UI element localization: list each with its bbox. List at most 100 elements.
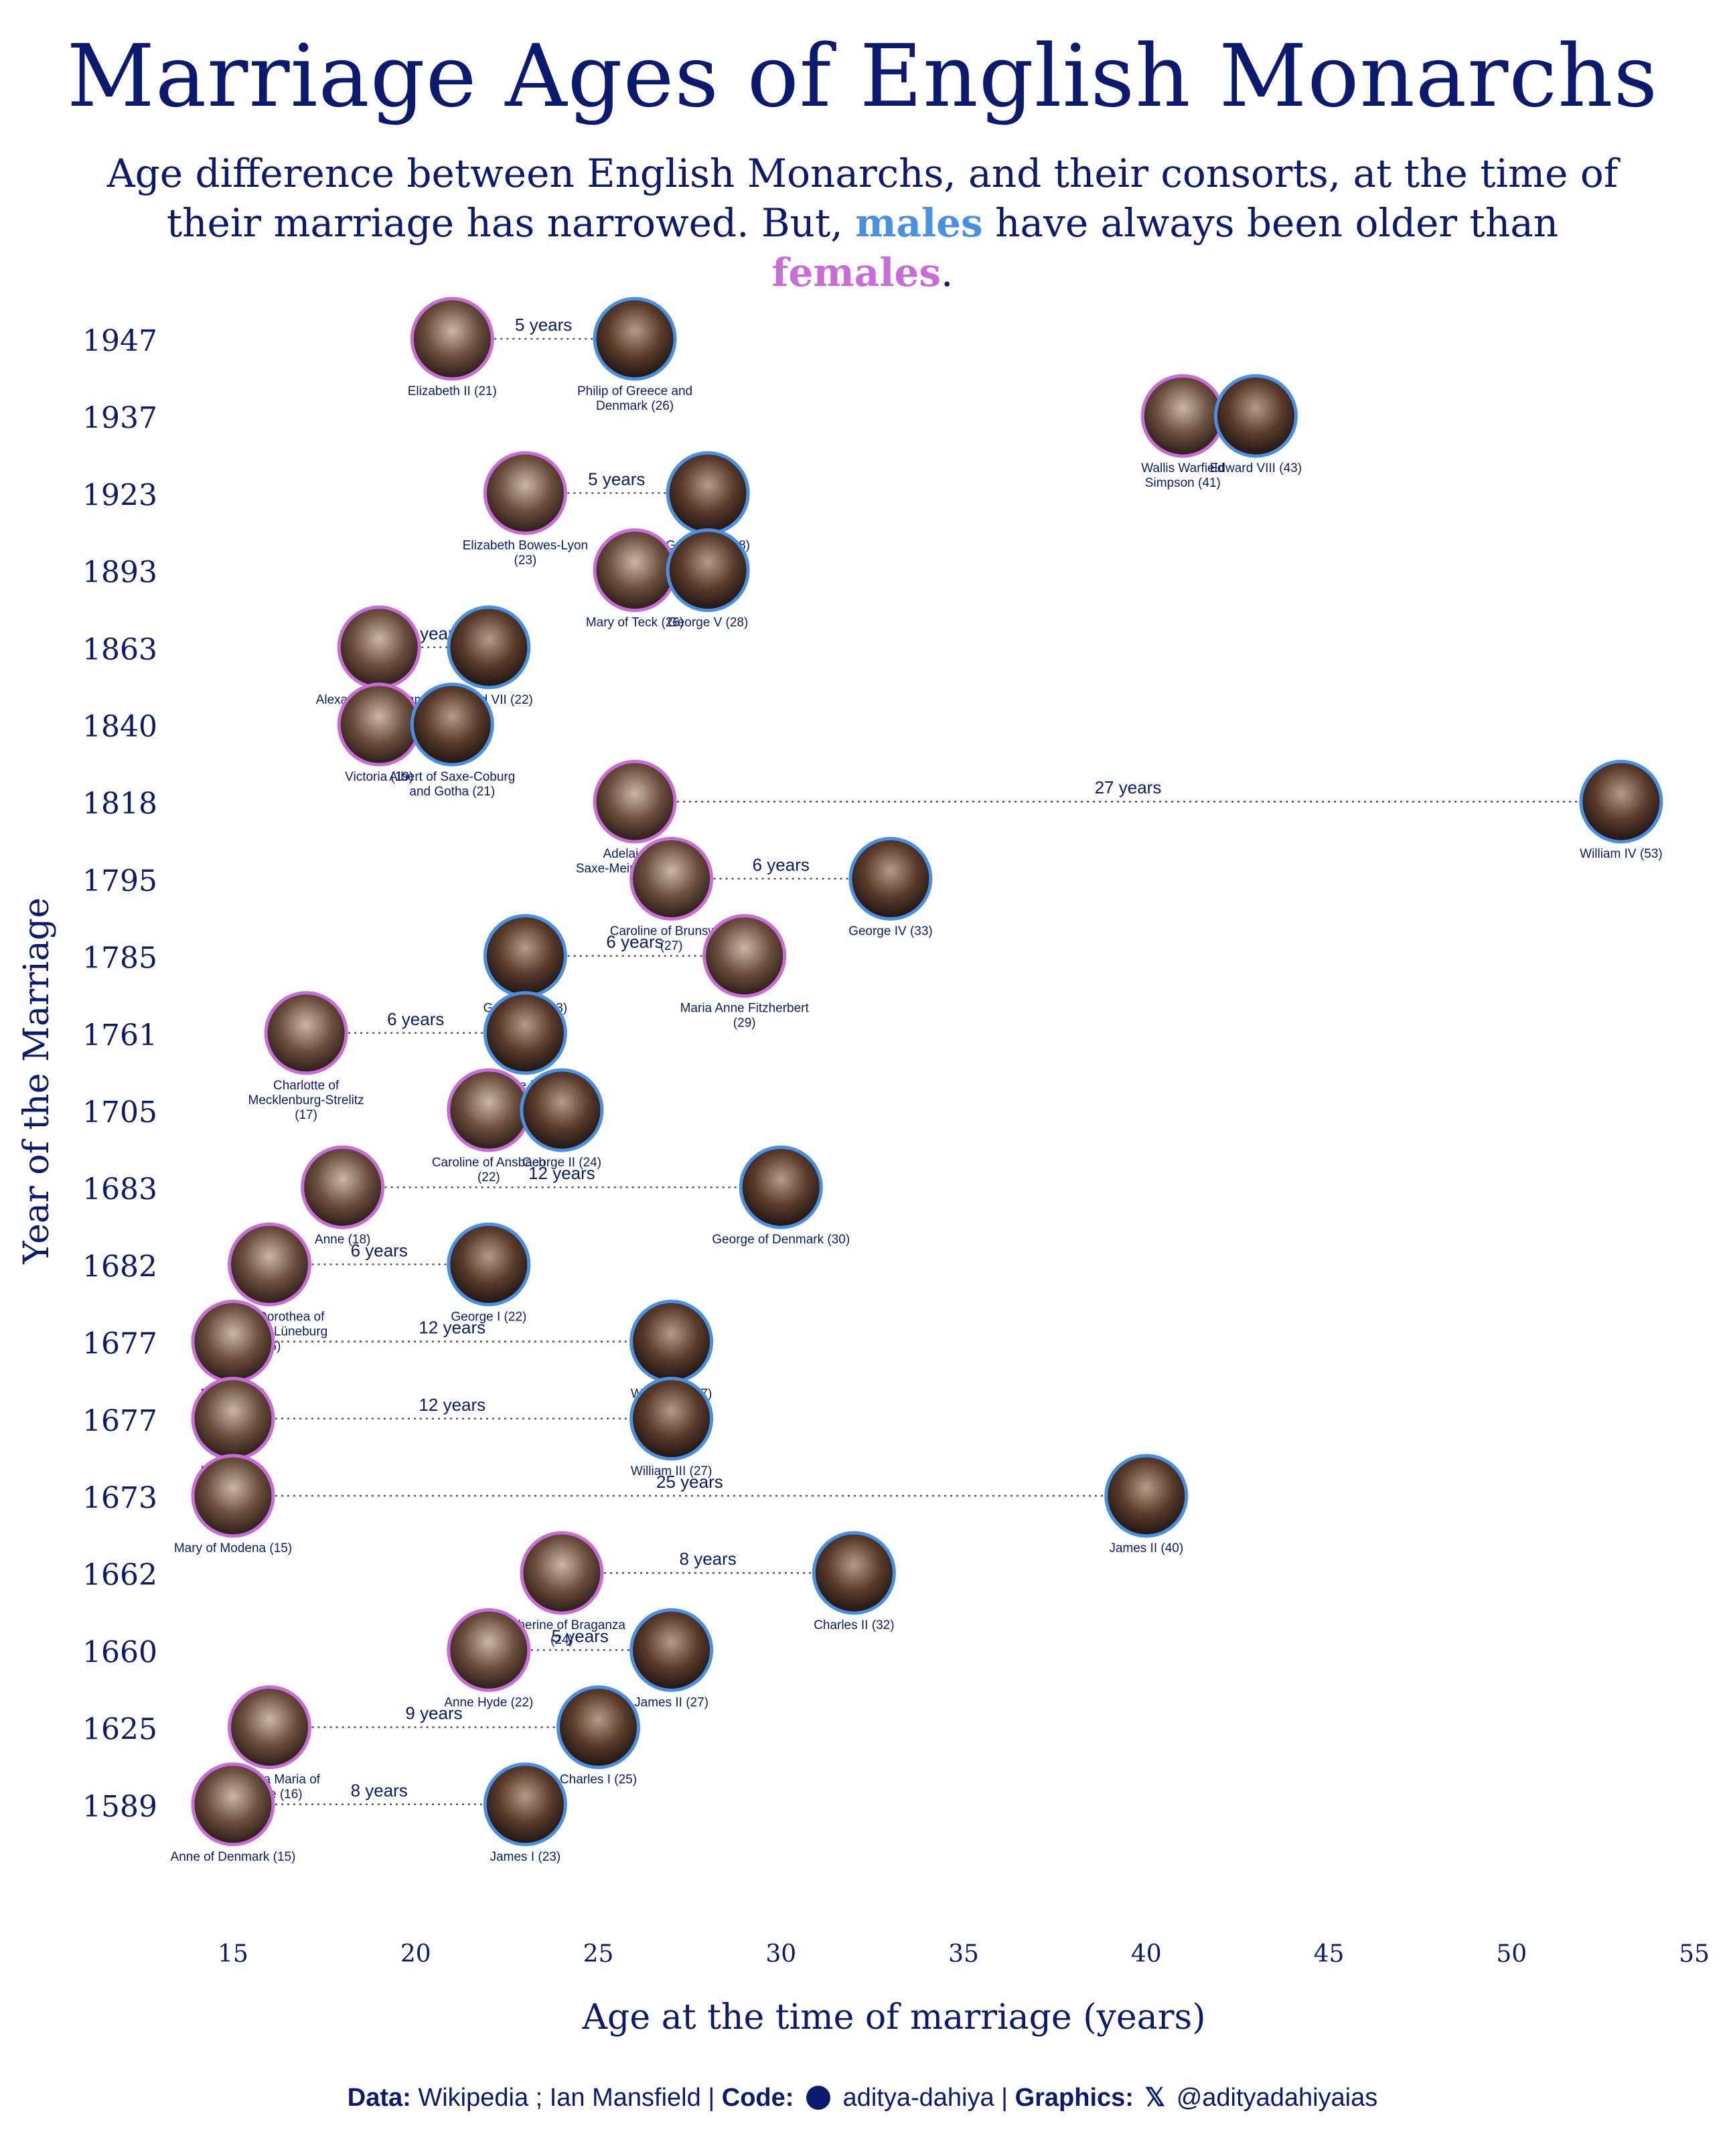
female-name-label: Elizabeth Bowes-Lyon (463, 538, 588, 552)
dumbbell-row: 6 years Charlotte ofMecklenburg-Strelitz(… (248, 991, 567, 1122)
x-tick-label: 25 (583, 1940, 614, 1968)
subtitle-text-2: have always been older than (995, 200, 1559, 246)
caption-data-value: Wikipedia ; Ian Mansfield | (418, 2084, 715, 2112)
female-name-label: Simpson (41) (1145, 476, 1221, 490)
dumbbell-row: 25 years Mary of Modena (15) James II (40) (174, 1454, 1189, 1555)
female-point (301, 1145, 385, 1229)
male-point (1579, 759, 1663, 844)
x-tick-label: 40 (1131, 1940, 1162, 1968)
difference-label: 6 years (387, 1009, 444, 1029)
female-name-label: Mary of Teck (26) (586, 616, 684, 630)
female-name-label: (24) (550, 1633, 573, 1647)
male-name-label: Philip of Greece and (577, 384, 692, 398)
dumbbell-row: 12 years Anne (18) George of Denmark (30) (301, 1145, 850, 1247)
chart-title: Marriage Ages of English Monarchs (66, 27, 1659, 127)
x-tick-label: 20 (400, 1940, 431, 1968)
difference-label: 12 years (419, 1318, 485, 1338)
female-name-label: Maria Anne Fitzherbert (680, 1002, 810, 1016)
female-name-label: (27) (660, 939, 683, 953)
y-tick-label: 1682 (82, 1249, 157, 1284)
male-point (629, 1300, 714, 1384)
male-name-label: James II (27) (634, 1695, 708, 1709)
difference-label: 6 years (351, 1240, 408, 1260)
difference-label: 27 years (1095, 777, 1162, 797)
male-name-label: Charles II (32) (814, 1618, 894, 1632)
male-name-label: William IV (53) (1580, 847, 1663, 861)
chart-subtitle: Age difference between English Monarchs,… (100, 149, 1625, 297)
caption-code-value: aditya-dahiya | (842, 2084, 1008, 2112)
female-name-label: Victoria (19) (345, 770, 413, 784)
subtitle-males: males (855, 200, 983, 246)
female-point (337, 682, 421, 767)
female-name-label: Anne (18) (315, 1233, 370, 1247)
female-name-label: Caroline of Ansbach (432, 1156, 546, 1170)
male-name-label: Charles I (25) (560, 1773, 637, 1787)
caption-code-label: Code: (721, 2084, 794, 2112)
dumbbell-row: 6 years Caroline of Brunswick(27) George I… (610, 836, 933, 953)
x-tick-label: 55 (1679, 1940, 1710, 1968)
male-point (1213, 374, 1298, 458)
male-point (447, 605, 531, 690)
male-point (666, 528, 750, 613)
y-tick-label: 1677 (82, 1327, 157, 1361)
female-name-label: Mary of Modena (15) (174, 1541, 292, 1555)
caption: Data: Wikipedia ; Ian Mansfield | Code: … (0, 2082, 1725, 2112)
x-tick-label: 15 (218, 1940, 248, 1968)
female-point (593, 528, 677, 613)
female-name-label: Mecklenburg-Strelitz (248, 1093, 364, 1107)
difference-label: 5 years (515, 315, 572, 335)
dumbbell-row: Caroline of Ansbach(22) George II (24) (432, 1068, 604, 1184)
y-tick-label: 1947 (82, 324, 157, 358)
male-point (666, 451, 750, 535)
male-name-label: George I (22) (451, 1310, 526, 1324)
female-point (702, 914, 787, 998)
male-point (629, 1608, 714, 1692)
x-axis-title: Age at the time of marriage (years) (582, 1997, 1206, 2037)
caption-graphics-label: Graphics: (1015, 2084, 1134, 2112)
y-tick-label: 1625 (82, 1713, 157, 1747)
female-name-label: Wallis Warfield (1141, 461, 1224, 475)
male-point (483, 991, 567, 1075)
y-tick-label: 1795 (82, 864, 157, 898)
female-name-label: Anne Hyde (22) (444, 1695, 533, 1709)
difference-label: 5 years (588, 469, 645, 489)
female-point (264, 991, 348, 1075)
female-name-label: (23) (514, 553, 537, 567)
y-tick-label: 1660 (82, 1635, 157, 1669)
difference-label: 8 years (680, 1549, 737, 1569)
male-name-label: William III (27) (631, 1464, 712, 1478)
dumbbell-row: 8 years Catherine of Braganza(24) Charles … (498, 1531, 896, 1647)
y-tick-label: 1840 (82, 710, 157, 744)
male-name-label: Albert of Saxe-Coburg (389, 770, 515, 784)
difference-label: 5 years (552, 1626, 609, 1646)
difference-label: 25 years (656, 1472, 723, 1492)
female-name-label: Anne of Denmark (15) (171, 1850, 296, 1864)
y-tick-label: 1677 (82, 1404, 157, 1438)
female-point (191, 1454, 275, 1538)
male-name-label: Edward VIII (43) (1210, 461, 1302, 475)
female-point (483, 451, 567, 535)
x-tick-label: 50 (1496, 1940, 1527, 1968)
male-name-label: Denmark (26) (596, 399, 674, 413)
dumbbell-row: Mary of Teck (26)George V (28) (586, 528, 750, 630)
y-tick-label: 1863 (82, 633, 157, 667)
difference-label: 6 years (753, 854, 810, 874)
female-point (593, 759, 677, 844)
y-tick-label: 1893 (82, 556, 157, 590)
female-point (191, 1762, 275, 1847)
male-name-label: George IV (33) (848, 924, 933, 938)
male-name-label: James I (23) (490, 1850, 561, 1864)
male-name-label: James II (40) (1109, 1541, 1183, 1555)
difference-label: 6 years (606, 932, 663, 952)
male-point (593, 297, 677, 381)
y-axis: 1947 1937 1923 1893 1863 1840 1818 1795 1785 1761… (82, 324, 157, 1824)
female-point (447, 1608, 531, 1692)
y-tick-label: 1589 (82, 1790, 157, 1824)
male-point (629, 1377, 714, 1461)
male-point (520, 1068, 604, 1152)
